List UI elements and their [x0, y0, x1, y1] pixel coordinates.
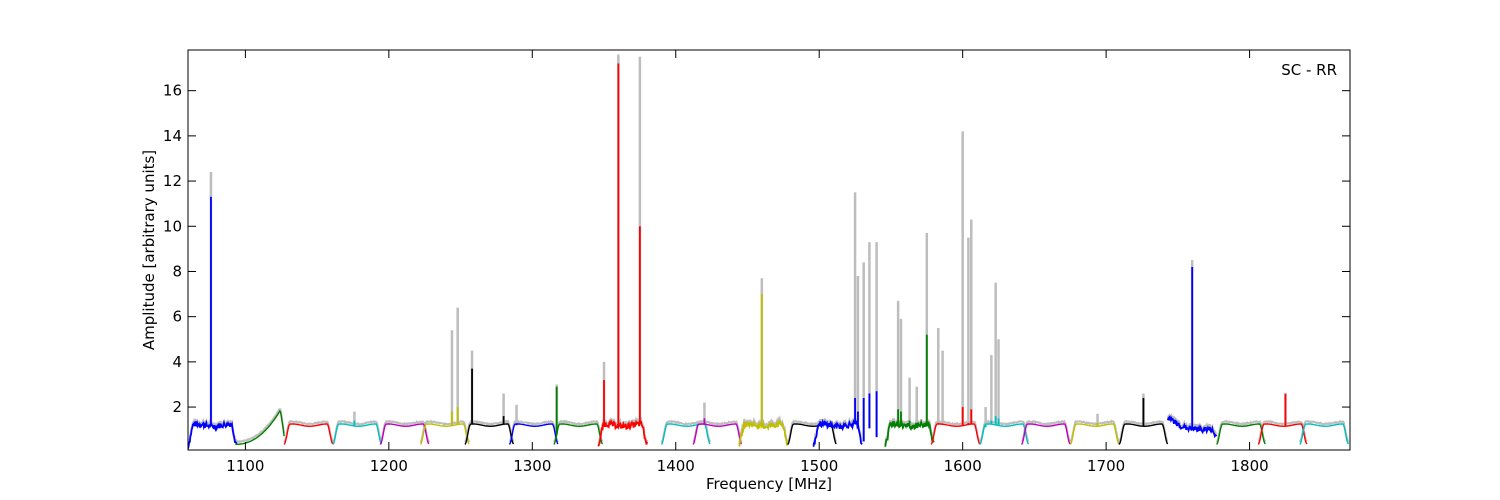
band-trace [553, 423, 604, 445]
band-trace [738, 418, 789, 447]
y-tick-label: 6 [172, 308, 182, 326]
x-tick-label: 1400 [657, 457, 695, 475]
background-trace [1215, 419, 1267, 444]
background-trace [234, 408, 286, 444]
band-trace [597, 418, 648, 447]
band-trace [884, 419, 935, 447]
band-trace [332, 423, 383, 445]
background-trace [553, 419, 604, 443]
background-trace [419, 419, 471, 443]
band-trace [1257, 423, 1308, 445]
band-trace [235, 409, 285, 446]
band-trace [1216, 423, 1266, 445]
band-trace [1069, 423, 1120, 445]
background-trace [1257, 420, 1308, 444]
x-tick-label: 1300 [513, 457, 551, 475]
band-trace [692, 423, 743, 445]
series-layer [188, 54, 1350, 450]
background-trace [379, 419, 430, 444]
background-trace [692, 419, 743, 443]
y-axis-label: Amplitude [arbitrary units] [140, 150, 158, 350]
background-trace [1069, 419, 1120, 443]
y-tick-label: 2 [172, 398, 182, 416]
x-tick-label: 1600 [944, 457, 982, 475]
band-trace [930, 423, 981, 445]
x-tick-label: 1200 [370, 457, 408, 475]
y-tick-label: 10 [163, 217, 182, 235]
band-trace [508, 423, 559, 445]
band-trace [979, 423, 1030, 445]
band-trace [379, 423, 430, 445]
x-tick-label: 1500 [800, 457, 838, 475]
y-tick-label: 8 [172, 262, 182, 280]
band-traces [188, 63, 1350, 450]
y-tick-label: 16 [163, 82, 182, 100]
band-trace [188, 419, 238, 450]
background-trace [1298, 419, 1350, 443]
x-axis-label: Frequency [MHz] [706, 475, 832, 493]
x-tick-label: 1100 [226, 457, 264, 475]
band-trace [1299, 423, 1350, 445]
band-trace [660, 423, 711, 445]
axes-frame [187, 49, 1351, 451]
ticks-layer: 1100 1200 1300 1400 1500 1600 1700 1800 2 4 6 8 10 12… [163, 50, 1350, 475]
background-traces [188, 54, 1350, 446]
background-trace [332, 419, 383, 443]
y-tick-label: 12 [163, 172, 182, 190]
band-trace [812, 418, 863, 447]
background-trace [979, 419, 1030, 444]
panel-annotation: SC - RR [1281, 61, 1337, 79]
band-trace [464, 423, 515, 445]
band-trace [1118, 423, 1169, 445]
x-tick-label: 1700 [1087, 457, 1125, 475]
background-trace [1021, 419, 1072, 443]
x-tick-label: 1800 [1230, 457, 1268, 475]
y-tick-label: 14 [163, 127, 182, 145]
y-tick-label: 4 [172, 353, 182, 371]
band-trace [283, 423, 334, 445]
background-trace [283, 419, 334, 443]
band-trace [1020, 423, 1071, 445]
band-trace [419, 423, 470, 445]
